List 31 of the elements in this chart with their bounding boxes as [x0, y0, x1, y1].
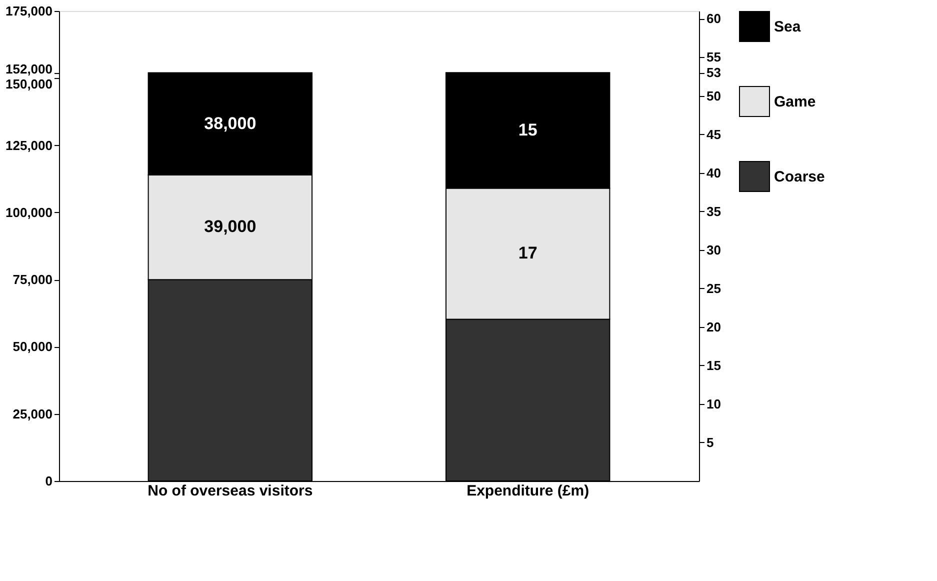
x-tick-label: No of overseas visitors: [148, 482, 313, 500]
y2-tick-label: 10: [706, 396, 721, 412]
y-tick-label: 125,000: [6, 138, 52, 153]
y2-tick-label: 50: [706, 88, 721, 104]
y-tick-label: 175,000: [6, 4, 52, 18]
y2-tick-label: 20: [706, 319, 721, 334]
y2-tick-label: 35: [706, 204, 721, 219]
y-tick-label: 75,000: [12, 272, 52, 288]
legend-label: Game: [774, 94, 816, 110]
y-tick-label: 152,000: [6, 61, 52, 76]
data-label: 15: [518, 120, 538, 140]
y-tick-label: 25,000: [12, 406, 52, 422]
y2-tick-label: 5: [706, 434, 714, 450]
y-tick-label: 0: [45, 474, 52, 488]
y2-tick-label: 15: [706, 358, 721, 373]
data-label: 17: [518, 244, 538, 263]
y2-tick-label: 25: [706, 280, 721, 296]
y2-tick-label: 30: [706, 242, 721, 258]
y2-tick-label: 55: [706, 50, 721, 65]
y-tick-label: 100,000: [6, 204, 52, 220]
y2-tick-label: 60: [706, 11, 721, 26]
legend-label: Coarse: [774, 168, 825, 186]
y2-tick-label: 53: [706, 65, 721, 80]
y-tick-label: 50,000: [12, 339, 52, 354]
y2-tick-label: 45: [706, 126, 721, 142]
x-tick-label: Expenditure (£m): [466, 482, 590, 500]
legend-label: Sea: [774, 18, 802, 36]
y2-tick-label: 40: [706, 165, 721, 180]
data-label: 38,000: [204, 114, 256, 133]
y-tick-label: 150,000: [6, 76, 52, 92]
data-label: 39,000: [204, 217, 256, 236]
